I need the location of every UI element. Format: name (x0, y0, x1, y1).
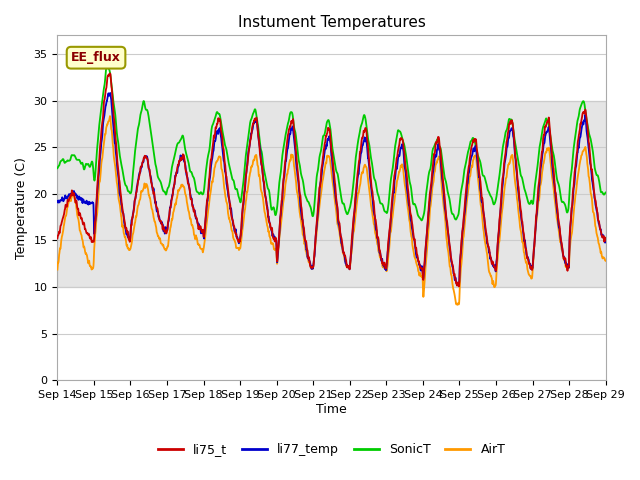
li77_temp (207, 169, 214, 175)
li77_temp (492, 264, 499, 270)
li75_t (554, 207, 561, 213)
Bar (58, 101, 605, 287)
Text: EE_flux: EE_flux (71, 51, 121, 64)
AirT (569, 218, 577, 224)
li75_t (569, 189, 577, 195)
SonicT (602, 190, 609, 195)
Line: AirT: AirT (58, 116, 605, 305)
SonicT (554, 179, 561, 184)
Legend: li75_t, li77_temp, SonicT, AirT: li75_t, li77_temp, SonicT, AirT (153, 438, 510, 461)
li77_temp (54, 198, 61, 204)
SonicT (492, 199, 499, 205)
li75_t (54, 236, 61, 241)
li77_temp (348, 247, 355, 252)
li75_t (455, 284, 463, 289)
li77_temp (554, 212, 561, 217)
AirT (602, 258, 609, 264)
AirT (554, 220, 561, 226)
li75_t (348, 241, 355, 247)
Y-axis label: Temperature (C): Temperature (C) (15, 157, 28, 259)
AirT (348, 251, 355, 257)
SonicT (103, 63, 111, 69)
li77_temp (569, 197, 577, 203)
SonicT (54, 165, 61, 171)
AirT (492, 283, 499, 289)
AirT (54, 267, 61, 273)
AirT (106, 113, 114, 119)
SonicT (360, 114, 367, 120)
SonicT (348, 197, 355, 203)
li77_temp (454, 283, 462, 288)
AirT (360, 167, 367, 172)
li75_t (207, 159, 214, 165)
li75_t (602, 238, 609, 243)
li77_temp (106, 90, 114, 96)
SonicT (207, 136, 214, 142)
li77_temp (360, 139, 367, 145)
SonicT (569, 154, 577, 159)
X-axis label: Time: Time (316, 403, 347, 416)
Line: SonicT: SonicT (58, 66, 605, 220)
Line: li75_t: li75_t (58, 73, 605, 287)
AirT (207, 190, 214, 196)
Title: Instument Temperatures: Instument Temperatures (237, 15, 426, 30)
AirT (454, 302, 461, 308)
li77_temp (602, 235, 609, 241)
li75_t (106, 71, 114, 76)
li75_t (492, 266, 499, 272)
li75_t (360, 130, 367, 136)
Line: li77_temp: li77_temp (58, 93, 605, 286)
SonicT (418, 217, 426, 223)
